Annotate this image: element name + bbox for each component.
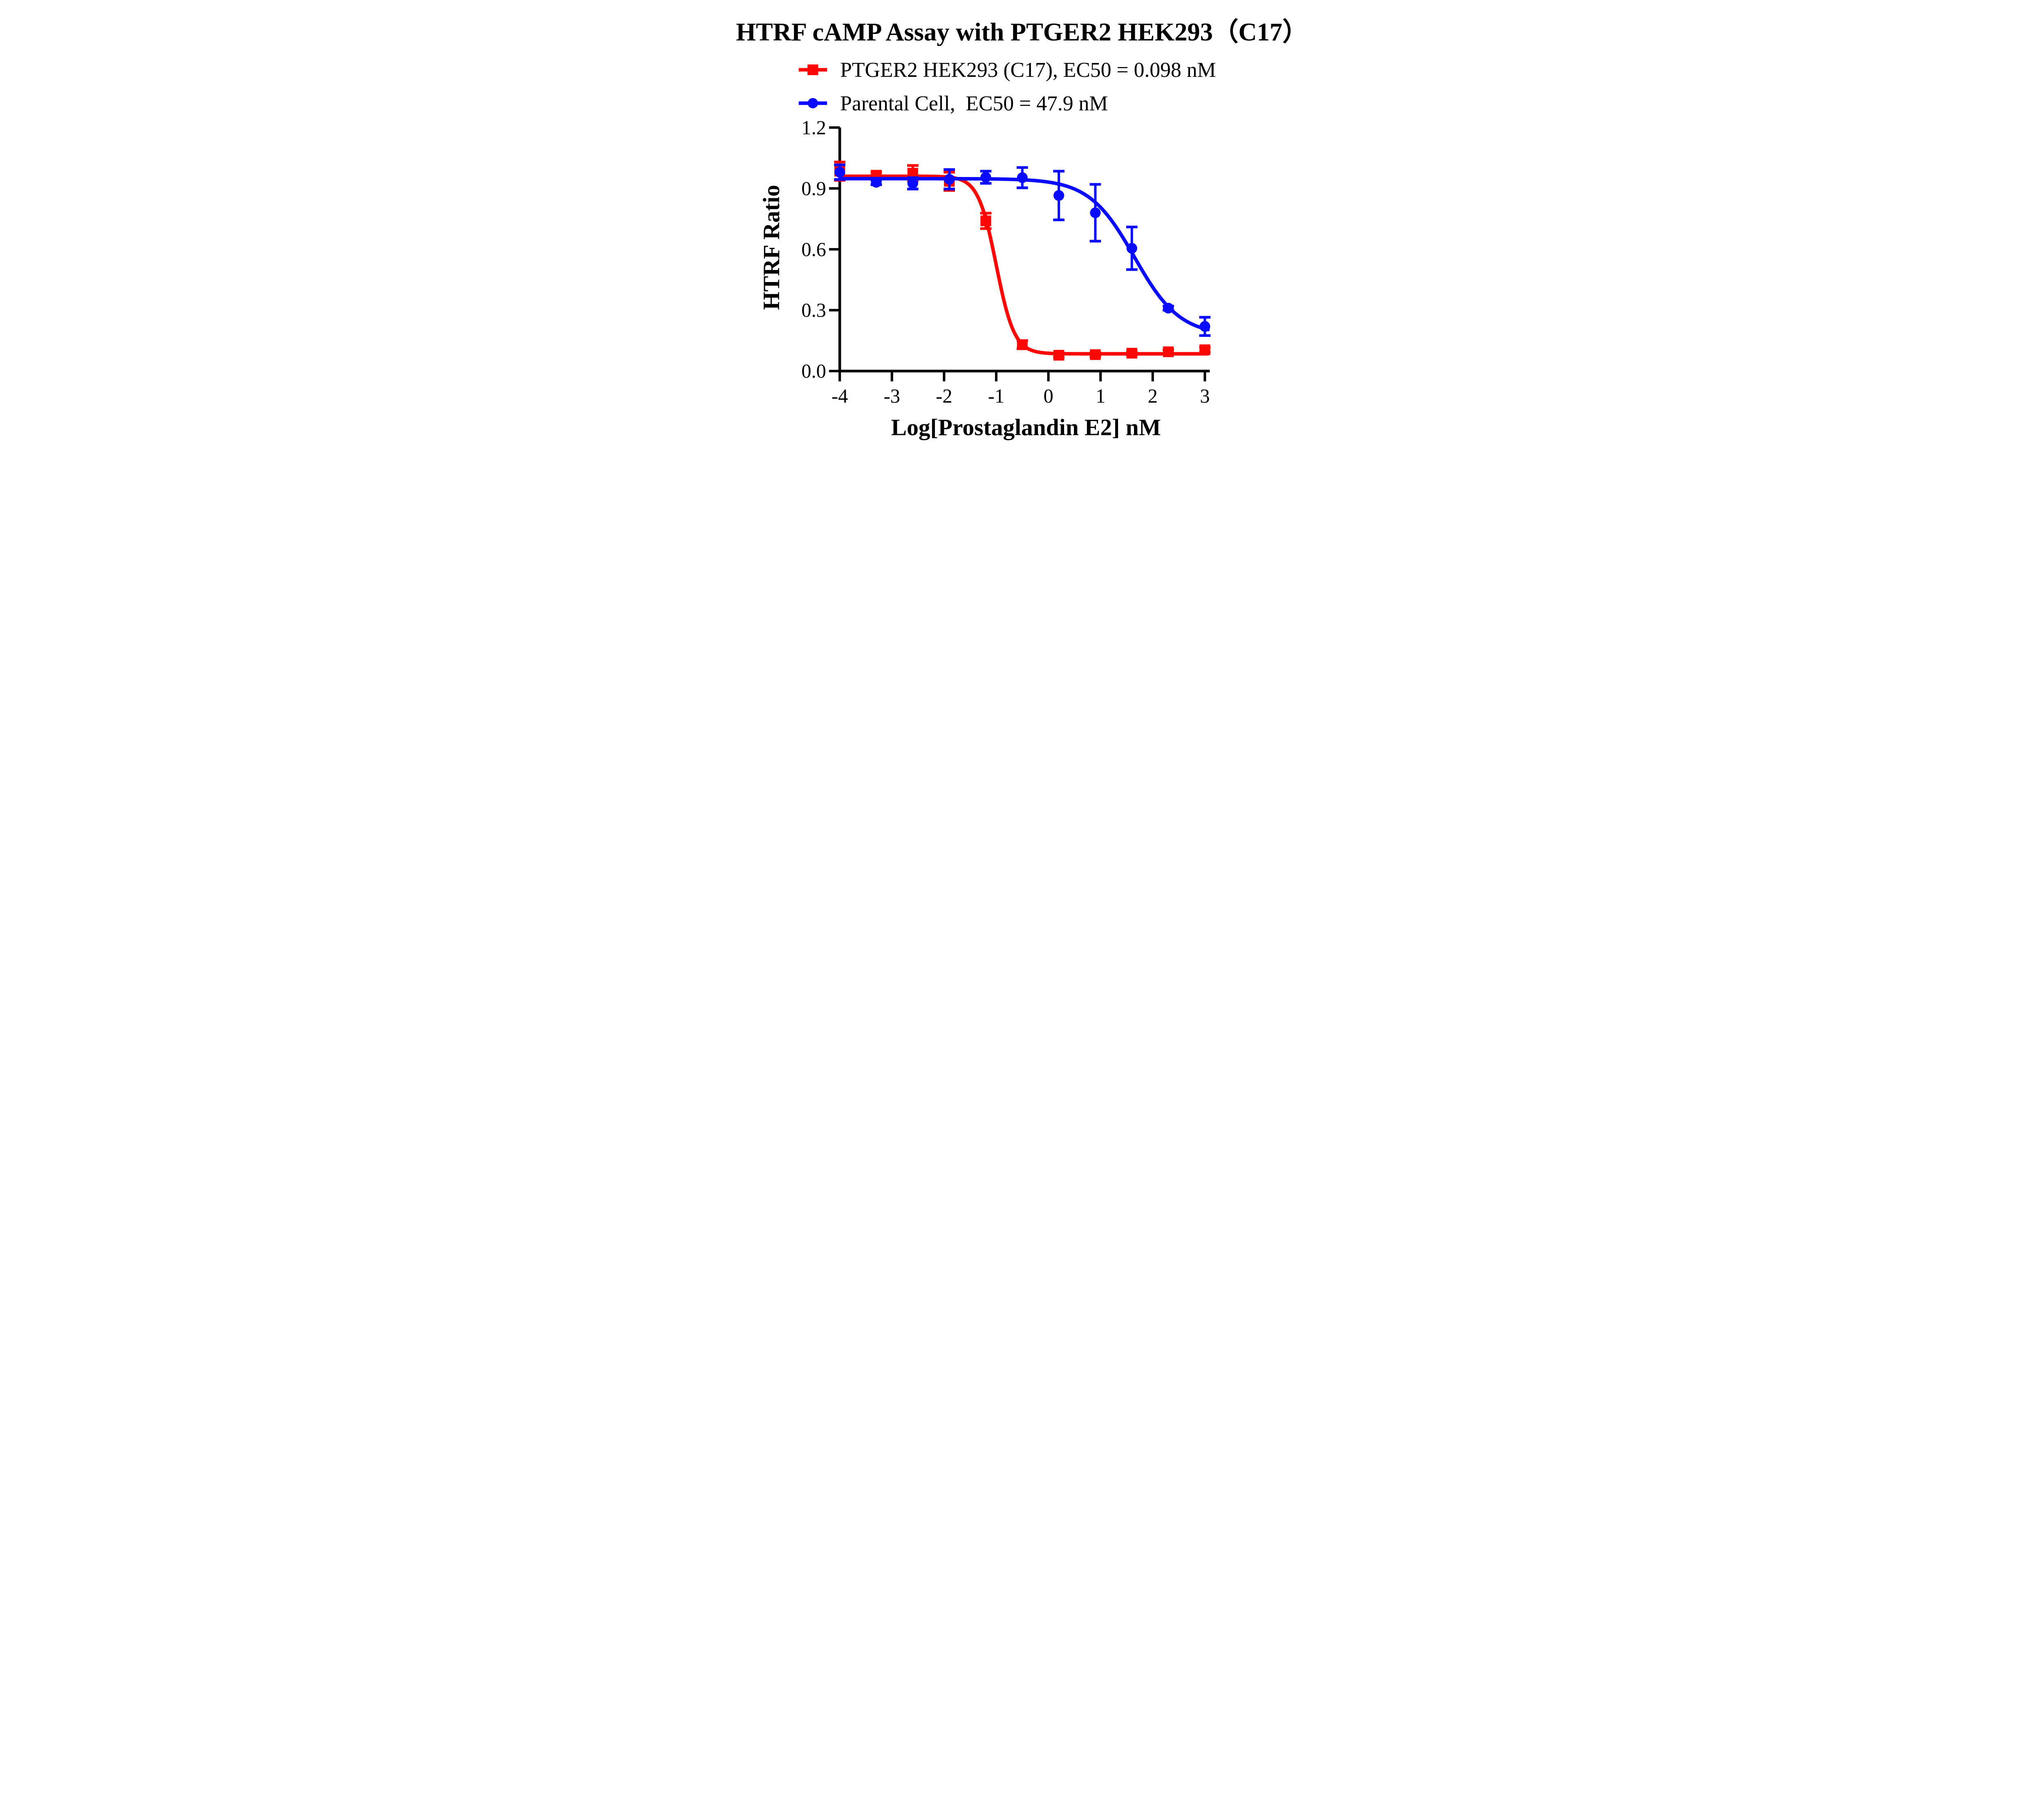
legend-label-ptger2: PTGER2 HEK293 (C17), EC50 = 0.098 nM <box>840 58 1216 82</box>
data-point-square <box>980 215 991 226</box>
x-tick-label: -1 <box>988 385 1004 407</box>
data-point-square <box>1053 349 1065 361</box>
data-point-square <box>1090 349 1101 360</box>
legend-label-parental: Parental Cell, EC50 = 47.9 nM <box>840 92 1108 115</box>
data-point-circle <box>907 178 918 189</box>
x-axis-title: Log[Prostaglandin E2] nM <box>891 415 1161 441</box>
legend-item-ptger2: PTGER2 HEK293 (C17), EC50 = 0.098 nM <box>798 58 1216 82</box>
x-tick-label: 2 <box>1148 385 1158 407</box>
x-tick-label: 1 <box>1096 385 1105 407</box>
y-axis-title: HTRF Ratio <box>759 185 784 310</box>
legend-circle-marker <box>807 98 818 109</box>
chart-title: HTRF cAMP Assay with PTGER2 HEK293（C17） <box>736 18 1308 46</box>
data-point-circle <box>944 174 955 185</box>
data-point-square <box>1163 346 1174 357</box>
legend-item-parental: Parental Cell, EC50 = 47.9 nM <box>798 92 1108 115</box>
data-point-circle <box>834 167 845 178</box>
x-tick-label: 0 <box>1043 385 1053 407</box>
chart-background <box>736 0 1308 459</box>
plot-area: 0.00.30.60.91.2 -4 -3 -2 -1 0 1 2 3 HTRF Ratio … <box>759 117 1211 441</box>
y-tick-label: 0.9 <box>801 178 826 199</box>
data-point-circle <box>1053 190 1065 201</box>
data-point-circle <box>871 177 882 188</box>
y-axis: 0.0 0.3 0.6 0.9 1.2 <box>801 117 841 382</box>
legend-square-marker <box>807 64 818 75</box>
y-tick-label: 0.6 <box>801 239 826 260</box>
figure: HTRF cAMP Assay with PTGER2 HEK293（C17） … <box>736 0 1308 459</box>
data-point-square <box>1017 339 1028 350</box>
data-point-square <box>1199 344 1210 355</box>
data-point-circle <box>980 172 991 183</box>
y-tick-label: 1.2 <box>801 117 826 139</box>
x-tick-label: 3 <box>1200 385 1210 407</box>
y-tick-label: 0.3 <box>801 300 826 321</box>
x-axis: -4 -3 -2 -1 0 1 2 3 <box>831 370 1210 407</box>
series-parental <box>834 164 1211 337</box>
x-tick-label: -2 <box>936 385 952 407</box>
data-point-circle <box>1163 302 1174 314</box>
x-tick-label: -3 <box>884 385 900 407</box>
legend: PTGER2 HEK293 (C17), EC50 = 0.098 nM Par… <box>798 58 1216 115</box>
data-point-square <box>1126 347 1137 359</box>
x-tick-label: -4 <box>831 385 848 407</box>
dose-response-chart: HTRF cAMP Assay with PTGER2 HEK293（C17） … <box>736 0 1308 459</box>
data-point-circle <box>1126 243 1137 254</box>
y-tick-label: 0.0 <box>801 361 826 382</box>
data-point-circle <box>1090 207 1101 218</box>
data-point-circle <box>1199 321 1210 332</box>
data-point-circle <box>1017 172 1028 183</box>
